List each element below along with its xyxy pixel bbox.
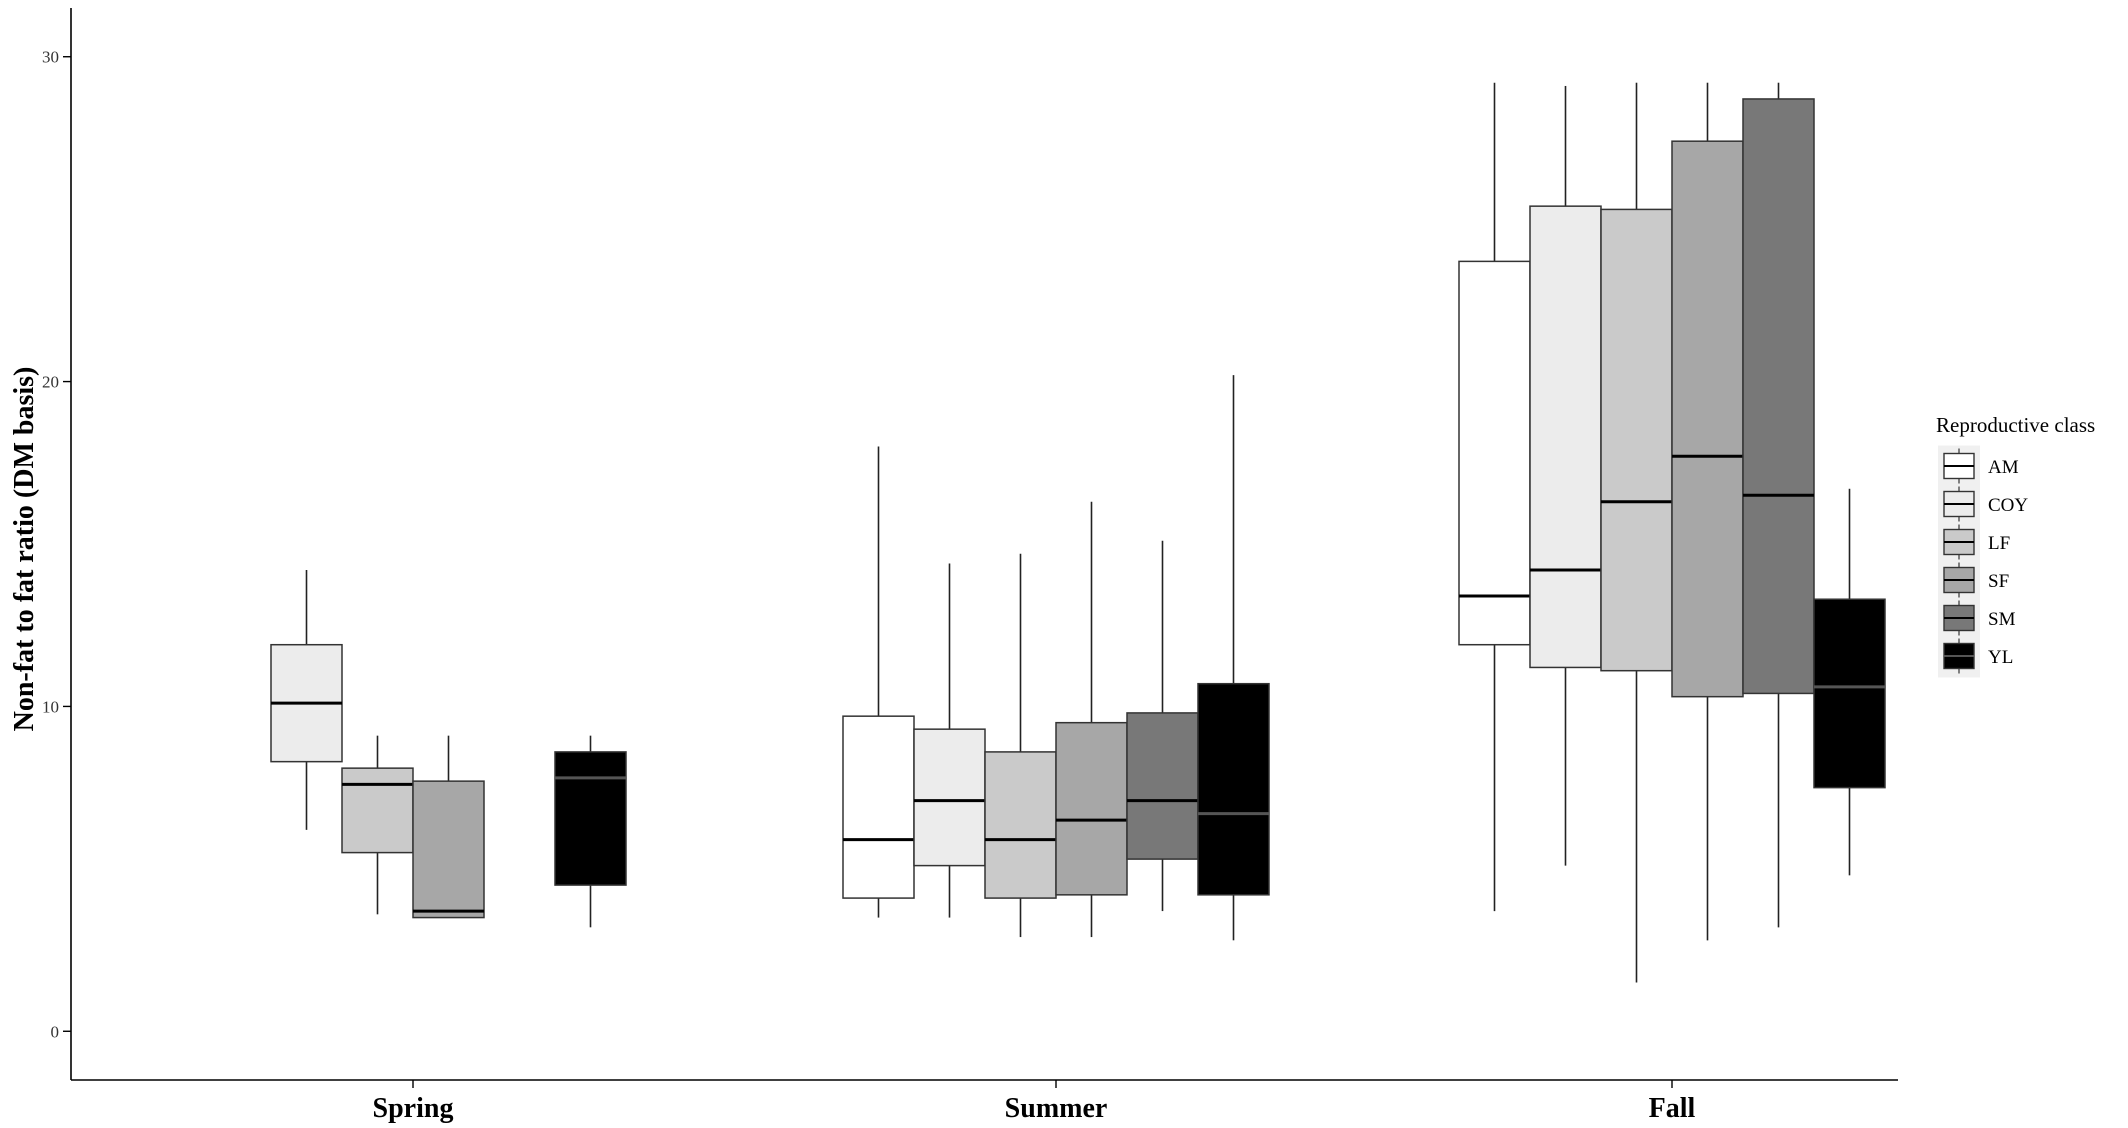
box-body [1600, 208, 1673, 672]
y-tick-label: 10 [42, 697, 59, 716]
x-tick-label: Fall [1649, 1093, 1696, 1124]
box-body [1458, 260, 1531, 646]
legend-item-sm: SM [1943, 600, 2016, 636]
box-body [842, 715, 915, 899]
y-tick-label: 30 [42, 48, 59, 67]
legend-label: SM [1988, 609, 2016, 630]
box-body [1529, 205, 1602, 669]
box-body [1671, 140, 1744, 698]
legend-label: COY [1988, 495, 2028, 516]
box-body [913, 728, 986, 867]
axes: 0 10 20 30 Spring Summer Fall [42, 8, 1898, 1124]
legend-label: AM [1988, 457, 2019, 478]
box-body [984, 751, 1057, 899]
box-lf-summer [984, 553, 1057, 938]
box-sf-summer [1055, 501, 1128, 938]
legend: Reproductive class AM COY LF SF SM YL [1936, 413, 2095, 678]
y-axis-title: Non-fat to fat ratio (DM basis) [9, 367, 40, 732]
y-tick-label: 20 [42, 373, 59, 392]
box-sm-fall [1742, 82, 1815, 928]
box-yl-summer [1197, 375, 1270, 941]
legend-label: LF [1988, 533, 2010, 554]
box-coy-spring [270, 569, 343, 830]
box-body [341, 767, 414, 854]
box-yl-spring [554, 735, 627, 928]
box-sf-fall [1671, 82, 1744, 941]
legend-title: Reproductive class [1936, 413, 2095, 437]
legend-item-sf: SF [1943, 562, 2009, 598]
box-am-summer [842, 446, 915, 918]
box-coy-fall [1529, 85, 1602, 866]
box-am-fall [1458, 82, 1531, 912]
legend-item-am: AM [1943, 448, 2019, 484]
x-tick-label: Spring [373, 1093, 454, 1124]
legend-item-coy: COY [1943, 486, 2028, 522]
box-coy-summer [913, 563, 986, 918]
y-tick-label: 0 [51, 1022, 60, 1041]
legend-item-lf: LF [1943, 524, 2010, 560]
box-lf-spring [341, 735, 414, 915]
box-body [1055, 721, 1128, 896]
box-body [1126, 712, 1199, 860]
box-body [554, 751, 627, 886]
plot-area [270, 82, 1886, 983]
legend-label: YL [1988, 647, 2013, 668]
box-yl-fall [1813, 488, 1886, 876]
box-body [412, 780, 485, 919]
box-lf-fall [1600, 82, 1673, 983]
box-body [1197, 682, 1270, 896]
box-sm-summer [1126, 540, 1199, 912]
box-body [1742, 98, 1815, 695]
box-body [1813, 598, 1886, 789]
legend-label: SF [1988, 571, 2009, 592]
box-sf-spring [412, 735, 485, 919]
legend-item-yl: YL [1943, 638, 2013, 674]
x-tick-label: Summer [1005, 1093, 1108, 1124]
